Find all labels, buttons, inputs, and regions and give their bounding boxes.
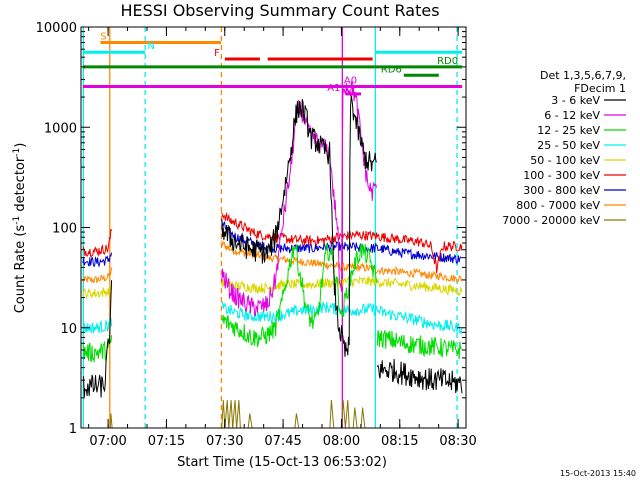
legend-label: 6 - 12 keV [544, 109, 600, 122]
timestamp: 15-Oct-2013 15:40 [560, 469, 636, 478]
x-tick-label: 08:00 [323, 434, 360, 449]
y-label-end: ) [13, 143, 28, 148]
y-tick-label: 10000 [36, 21, 77, 36]
series-line-9-seg-2 [221, 400, 366, 428]
y-tick-label: 1 [69, 422, 77, 437]
series-line-1-seg-3 [376, 358, 463, 394]
series-line-5-seg-1 [82, 283, 113, 299]
chart-title: HESSI Observing Summary Count Rates [120, 1, 439, 20]
legend-label: 100 - 300 keV [523, 169, 600, 182]
legend-label: 25 - 50 keV [537, 139, 600, 152]
legend-label: 50 - 100 keV [530, 154, 600, 167]
series-line-8-seg-1 [82, 267, 113, 284]
legend: Det 1,3,5,6,7,9,FDecim 13 - 6 keV 6 - 12 … [502, 69, 626, 227]
y-tick-label: 10 [60, 322, 77, 337]
legend-label: 12 - 25 keV [537, 124, 600, 137]
series-line-6-seg-1 [82, 229, 113, 258]
series-line-1-seg-1 [82, 280, 113, 398]
x-tick-label: 08:30 [439, 434, 476, 449]
legend-label: 800 - 7000 keV [516, 199, 600, 212]
flag-label-f: F [214, 48, 220, 59]
y-label-main: Count Rate (s [13, 225, 28, 314]
flag-label-a0: A0 [344, 75, 357, 86]
legend-label: 300 - 800 keV [523, 184, 600, 197]
plot-area: S N F RD0 RD6 A0 A1 1 10 100 1000 10000 07:00 07:15 07… [36, 21, 477, 449]
flag-label-a1: A1 [327, 83, 340, 94]
x-tick-label: 07:00 [89, 434, 126, 449]
legend-header-line: Det 1,3,5,6,7,9, [540, 69, 626, 82]
legend-label: 7000 - 20000 keV [502, 214, 600, 227]
series-line-4-seg-1 [82, 317, 113, 334]
series-line-1-seg-2 [221, 95, 377, 357]
x-tick-label: 07:30 [206, 434, 243, 449]
y-axis-label: Count Rate (s-1 detector-1) [12, 143, 28, 314]
series-line-7-seg-1 [82, 252, 113, 268]
series-line-3-seg-3 [376, 330, 463, 360]
flag-label-n: N [147, 41, 154, 52]
x-axis-label: Start Time (15-Oct-13 06:53:02) [177, 455, 387, 470]
flag-label-rd6: RD6 [381, 64, 402, 75]
legend-header-line: FDecim 1 [574, 82, 626, 95]
series-line-9-seg-1 [109, 413, 113, 428]
y-label-sup2: -1 [12, 148, 22, 157]
x-tick-label: 07:15 [148, 434, 185, 449]
y-label-sup1: -1 [12, 216, 22, 225]
x-tick-label: 07:45 [264, 434, 301, 449]
flag-label-rd0: RD0 [437, 56, 458, 67]
legend-label: 3 - 6 keV [551, 94, 600, 107]
flag-label-s: S [100, 32, 106, 43]
x-tick-label: 08:15 [381, 434, 418, 449]
y-label-mid: detector [13, 156, 28, 216]
y-tick-label: 100 [52, 222, 77, 237]
y-tick-label: 1000 [44, 121, 77, 136]
series-line-3-seg-2 [221, 242, 377, 347]
data-layer [82, 27, 463, 428]
